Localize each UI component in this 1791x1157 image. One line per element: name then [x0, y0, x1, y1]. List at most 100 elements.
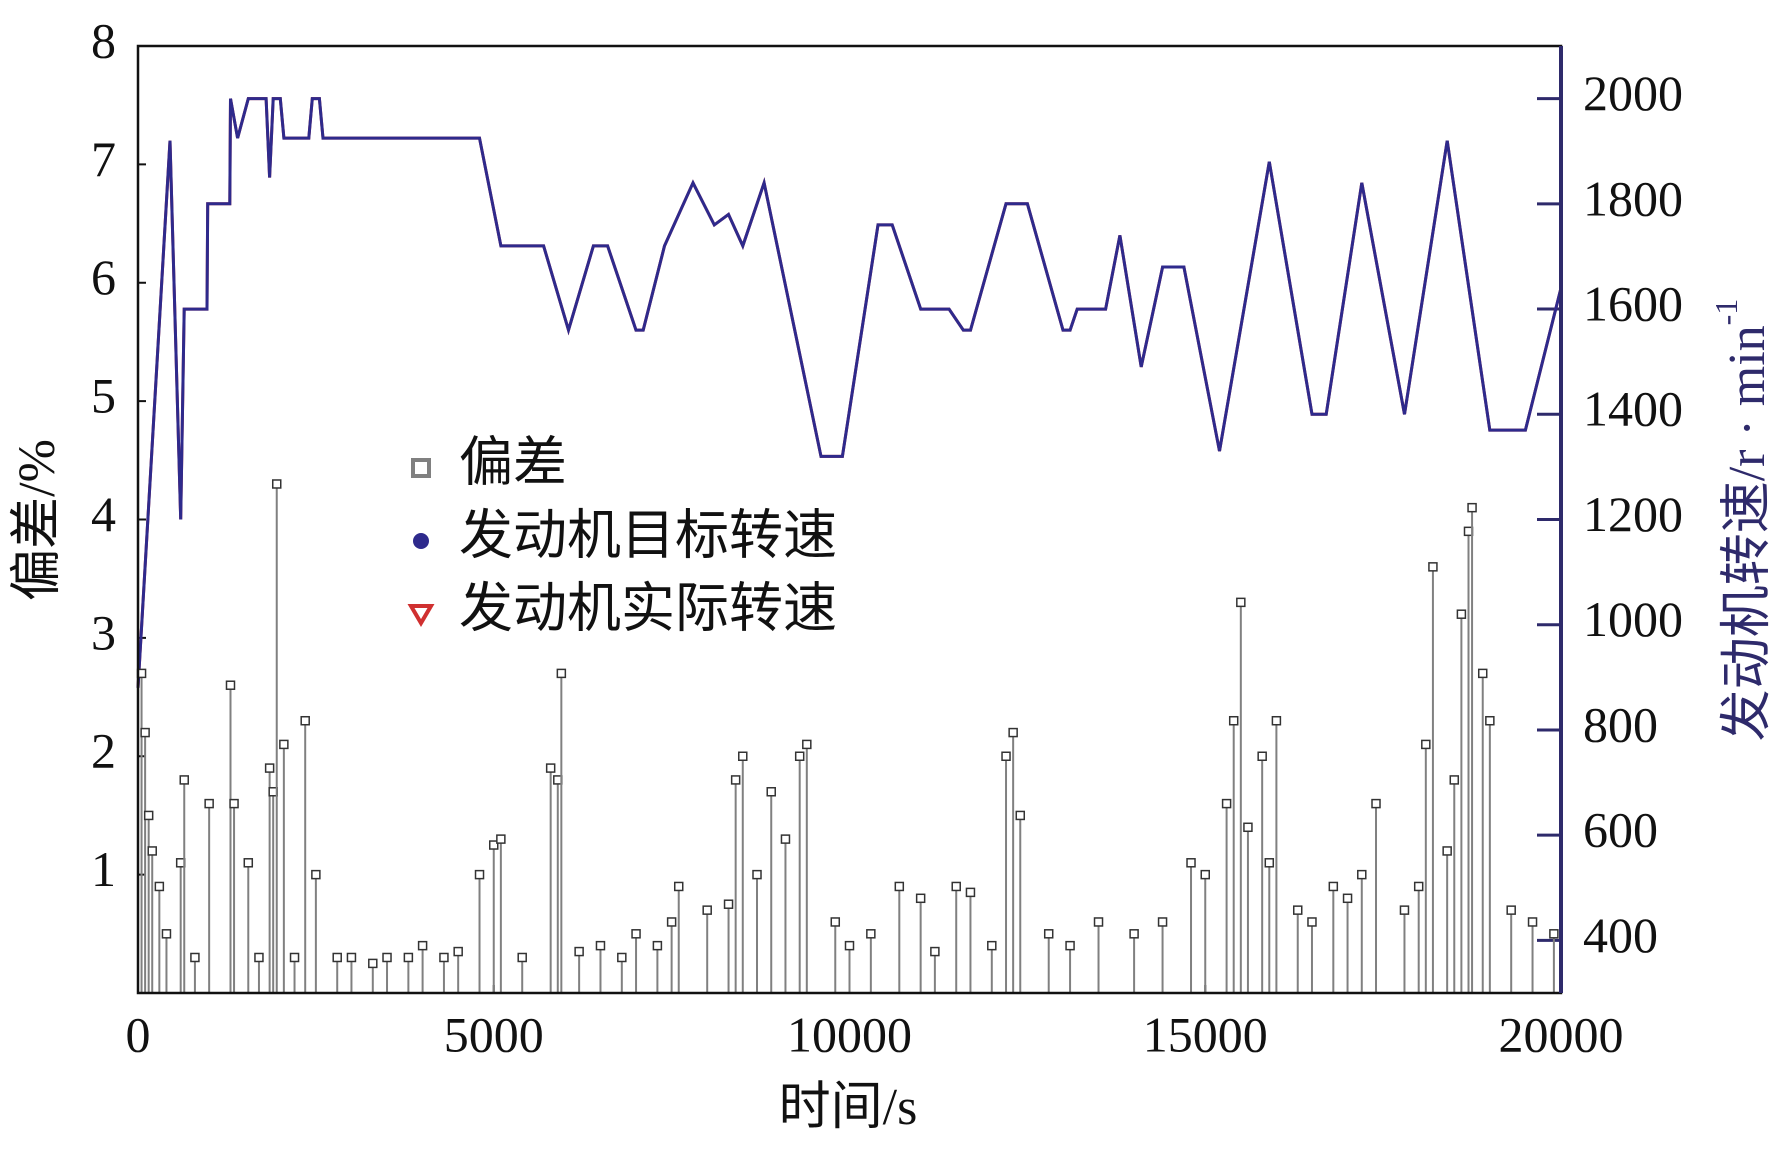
deviation-marker	[346, 952, 357, 963]
deviation-marker	[271, 479, 282, 489]
deviation-marker	[403, 952, 414, 963]
deviation-marker	[794, 751, 805, 761]
legend-marker	[407, 604, 435, 627]
deviation-marker	[1342, 893, 1353, 904]
deviation-marker	[264, 763, 275, 773]
y-tick-label: 7	[91, 131, 116, 187]
deviation-marker	[1129, 929, 1139, 939]
deviation-marker	[752, 869, 762, 880]
deviation-marker	[289, 952, 300, 963]
legend-marker	[413, 533, 429, 549]
legend-label: 发动机实际转速	[459, 578, 837, 638]
y-tick-label: 2	[91, 723, 116, 779]
deviation-marker	[225, 680, 236, 690]
deviation-marker	[987, 940, 997, 951]
deviation-marker	[368, 958, 378, 969]
x-tick-label: 20000	[1499, 1006, 1624, 1062]
deviation-marker	[1442, 846, 1452, 856]
deviation-marker	[556, 668, 567, 679]
y2-axis-label-superscript: -1	[1708, 299, 1744, 326]
deviation-marker	[517, 952, 527, 963]
deviation-marker	[161, 929, 172, 939]
deviation-marker	[1399, 905, 1410, 915]
deviation-marker	[439, 952, 449, 963]
deviation-marker	[204, 798, 214, 809]
plot-frame	[136, 44, 1563, 995]
deviation-marker	[702, 905, 712, 915]
deviation-marker	[915, 893, 926, 904]
deviation-marker	[1008, 727, 1018, 738]
deviation-marker	[1506, 905, 1516, 915]
deviation-marker	[730, 775, 741, 785]
deviation-marker	[1467, 502, 1477, 513]
deviation-marker	[1549, 929, 1559, 939]
deviation-marker	[866, 929, 876, 939]
y-tick-label: 3	[91, 604, 116, 660]
deviation-marker	[1001, 751, 1011, 761]
deviation-marker	[766, 787, 776, 797]
deviation-marker	[1307, 917, 1317, 927]
deviation-marker	[1292, 905, 1303, 915]
deviation-marker	[1328, 881, 1339, 892]
x-tick-label: 0	[126, 1006, 151, 1062]
y-tick-label: 1	[91, 841, 116, 897]
deviation-marker	[1228, 715, 1239, 726]
y2-tick-label: 1800	[1583, 170, 1683, 226]
deviation-marker	[1236, 597, 1246, 608]
deviation-marker	[332, 952, 342, 963]
deviation-marker	[673, 881, 684, 892]
y-tick-label: 5	[91, 368, 116, 424]
deviation-marker	[574, 946, 584, 957]
deviation-marker	[417, 940, 428, 951]
deviation-marker	[179, 775, 189, 785]
y2-tick-label: 800	[1583, 696, 1658, 752]
x-axis-label: 时间/s	[779, 1079, 918, 1136]
deviation-marker	[300, 715, 310, 726]
deviation-marker	[1257, 751, 1267, 761]
deviation-marker	[1264, 858, 1275, 868]
y-axis-label: 偏差/%	[9, 439, 66, 601]
y2-tick-label: 400	[1583, 907, 1658, 963]
deviation-marker	[1413, 881, 1424, 892]
legend-label: 偏差	[459, 432, 567, 492]
deviation-marker	[652, 940, 663, 951]
speed-line	[136, 97, 1563, 688]
deviation-marker	[140, 727, 150, 738]
legend-label: 发动机目标转速	[459, 505, 837, 565]
deviation-marker	[243, 858, 254, 868]
y2-tick-label: 1400	[1583, 381, 1683, 437]
deviation-marker	[143, 810, 154, 821]
deviation-marker	[1221, 798, 1232, 809]
deviation-marker	[279, 739, 289, 750]
deviation-marker	[1485, 715, 1495, 726]
deviation-marker	[1043, 929, 1054, 939]
deviation-marker	[1428, 562, 1438, 572]
x-tick-label: 10000	[787, 1006, 912, 1062]
deviation-marker	[1271, 715, 1282, 726]
deviation-marker	[951, 881, 961, 892]
y2-tick-label: 1200	[1583, 486, 1683, 542]
deviation-marker	[1527, 917, 1538, 927]
y-tick-label: 4	[91, 486, 116, 542]
deviation-marker	[382, 952, 392, 963]
deviation-marker	[254, 952, 264, 963]
deviation-marker	[311, 869, 321, 880]
deviation-marker	[1456, 609, 1467, 619]
deviation-marker	[780, 834, 791, 844]
y2-tick-label: 600	[1583, 802, 1658, 858]
deviation-marker	[1015, 810, 1026, 821]
deviation-marker	[474, 869, 485, 880]
deviation-marker	[496, 834, 506, 844]
deviation-marker	[147, 846, 157, 856]
deviation-marker	[930, 946, 940, 957]
deviation-marker	[453, 946, 463, 957]
deviation-marker	[1371, 798, 1381, 809]
speed-line	[136, 97, 1563, 688]
deviation-marker	[1243, 822, 1253, 833]
deviation-marker	[1186, 858, 1196, 868]
y2-tick-label: 2000	[1583, 65, 1683, 121]
deviation-marker	[666, 917, 677, 927]
deviation-marker	[1157, 917, 1168, 927]
deviation-marker	[1449, 775, 1460, 785]
